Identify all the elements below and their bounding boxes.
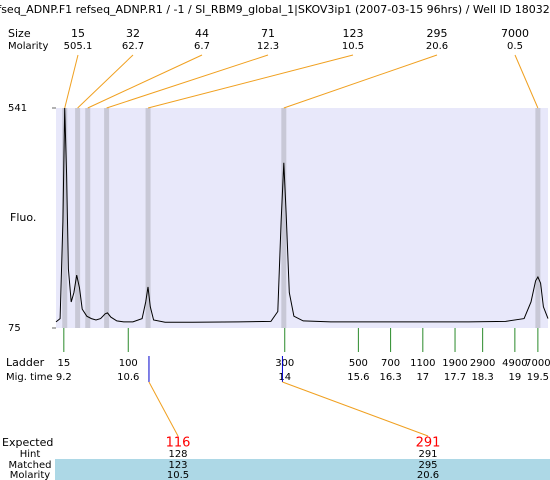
- matched-band: [55, 459, 550, 480]
- peak-band: [104, 108, 110, 328]
- peak-molarity: 12.3: [257, 41, 279, 52]
- matched-value: 295: [418, 460, 437, 471]
- size-row-label: Size: [8, 27, 31, 40]
- peak-molarity: 20.6: [426, 41, 448, 52]
- ladder-time: 15.6: [347, 372, 369, 383]
- peak-molarity: 0.5: [507, 41, 523, 52]
- peak-band: [85, 108, 91, 328]
- ladder-time: 9.2: [56, 372, 72, 383]
- peak-molarity: 505.1: [64, 41, 93, 52]
- peak-molarity: 6.7: [194, 41, 210, 52]
- peak-band: [75, 108, 81, 328]
- peak-band: [281, 108, 287, 328]
- ladder-size: 100: [119, 358, 138, 369]
- ladder-size: 4900: [502, 358, 527, 369]
- hint-value: 128: [168, 449, 187, 460]
- ladder-label: Ladder: [6, 356, 45, 369]
- molarity-label: Molarity: [10, 470, 50, 480]
- ladder-size: 7000: [525, 358, 550, 369]
- expected-value: 116: [166, 436, 191, 451]
- peak-connector: [283, 54, 438, 109]
- ladder-size: 300: [275, 358, 294, 369]
- ladder-size: 15: [57, 358, 70, 369]
- ladder-size: 500: [349, 358, 368, 369]
- matched-label: Matched: [8, 460, 51, 471]
- expected-connector: [148, 381, 179, 437]
- peak-band: [145, 108, 151, 328]
- peak-molarity: 62.7: [122, 41, 144, 52]
- y-axis-label: Fluo.: [10, 211, 36, 224]
- peak-size: 15: [71, 27, 85, 40]
- ladder-time: 16.3: [379, 372, 401, 383]
- peak-size: 71: [261, 27, 275, 40]
- peak-size: 44: [195, 27, 209, 40]
- peak-size: 295: [427, 27, 448, 40]
- ladder-time: 14: [278, 372, 291, 383]
- ladder-size: 700: [381, 358, 400, 369]
- y-tick-label: 75: [8, 323, 21, 334]
- ladder-time: 17.7: [444, 372, 466, 383]
- ladder-time: 18.3: [472, 372, 494, 383]
- peak-size: 32: [126, 27, 140, 40]
- peak-connector: [77, 54, 134, 109]
- ladder-size: 2900: [470, 358, 495, 369]
- peak-band: [62, 108, 68, 328]
- peak-band: [535, 108, 541, 328]
- ladder-time: 10.6: [117, 372, 139, 383]
- hint-label: Hint: [20, 449, 41, 460]
- peak-size: 7000: [501, 27, 529, 40]
- ladder-time: 17: [416, 372, 429, 383]
- matched-value: 123: [168, 460, 187, 471]
- molarity-value: 20.6: [417, 470, 439, 480]
- peak-connector: [87, 54, 203, 109]
- expected-connector: [282, 381, 429, 437]
- hint-value: 291: [418, 449, 437, 460]
- peak-connector: [514, 54, 539, 109]
- peak-connector: [106, 54, 269, 109]
- expected-label: Expected: [2, 436, 53, 449]
- trace-line: [55, 107, 549, 323]
- expected-value: 291: [416, 436, 441, 451]
- peak-connector: [64, 54, 79, 109]
- chart-title: refseq_ADNP.F1 refseq_ADNP.R1 / -1 / SI_…: [0, 3, 550, 16]
- ladder-time: 19.5: [527, 372, 549, 383]
- ladder-time: 19: [508, 372, 521, 383]
- ladder-size: 1900: [442, 358, 467, 369]
- peak-connector: [147, 54, 354, 109]
- plot-area: [56, 108, 548, 328]
- y-tick-label: 541: [8, 103, 27, 114]
- mig-time-label: Mig. time: [6, 372, 53, 383]
- ladder-size: 1100: [410, 358, 435, 369]
- peak-molarity: 10.5: [342, 41, 364, 52]
- molarity-value: 10.5: [167, 470, 189, 480]
- molarity-row-label: Molarity: [8, 41, 48, 52]
- peak-size: 123: [343, 27, 364, 40]
